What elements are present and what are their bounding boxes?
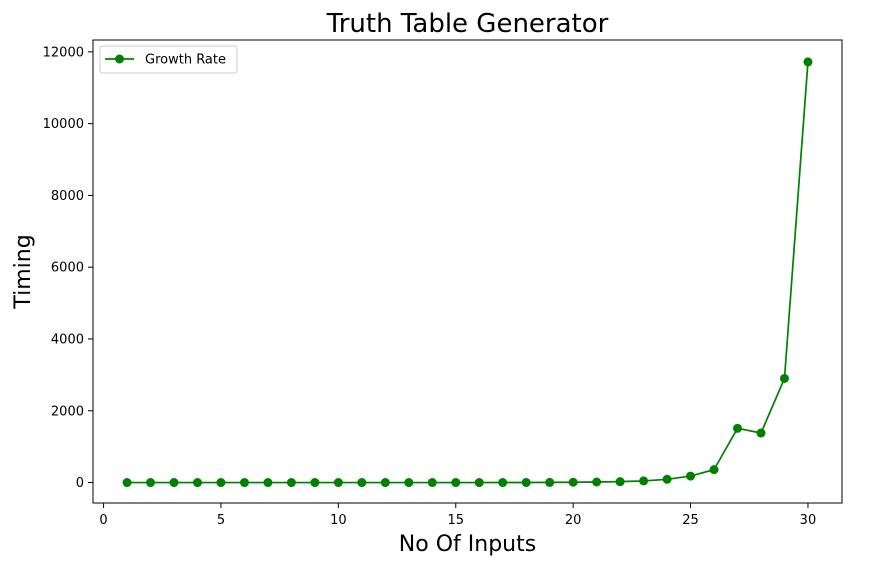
data-point	[192, 478, 202, 488]
x-tick-label: 30	[800, 513, 817, 528]
x-tick-label: 20	[565, 513, 582, 528]
data-point	[686, 471, 696, 481]
legend-entry-growth-rate: Growth Rate	[145, 53, 226, 68]
data-point	[286, 478, 296, 488]
y-tick-label: 4000	[51, 332, 84, 347]
data-point	[662, 474, 672, 484]
x-axis-ticks: 0 5 10 15 20 25 30	[99, 503, 816, 528]
y-axis-label: Timing	[11, 234, 36, 309]
data-point	[263, 478, 273, 488]
x-tick-label: 10	[330, 513, 347, 528]
data-point	[592, 477, 602, 487]
y-tick-label: 0	[76, 476, 84, 491]
data-point	[333, 478, 343, 488]
y-tick-label: 8000	[51, 189, 84, 204]
series-line-growth-rate	[127, 61, 809, 484]
y-axis-ticks: 0 2000 4000 6000 8000 10000 12000	[43, 45, 93, 491]
data-point	[521, 477, 531, 487]
plot-area	[122, 57, 813, 488]
x-tick-label: 25	[682, 513, 699, 528]
x-tick-label: 15	[447, 513, 464, 528]
data-point	[404, 478, 414, 488]
data-point	[451, 478, 461, 488]
x-axis-label: No Of Inputs	[399, 532, 536, 557]
data-point	[146, 478, 156, 488]
data-point	[169, 478, 179, 488]
y-tick-label: 6000	[51, 261, 84, 276]
data-point	[498, 478, 508, 488]
data-point	[709, 465, 719, 475]
plot-frame	[92, 39, 843, 504]
y-tick-label: 10000	[43, 117, 84, 132]
data-point	[122, 478, 132, 488]
y-tick-label: 12000	[43, 45, 84, 60]
data-point	[615, 477, 625, 487]
data-point	[803, 57, 813, 67]
data-point	[733, 423, 743, 433]
data-point	[239, 478, 249, 488]
x-tick-label: 0	[99, 513, 107, 528]
chart-title: Truth Table Generator	[326, 9, 609, 39]
data-point	[639, 476, 649, 486]
data-point	[568, 477, 578, 487]
data-point	[216, 478, 226, 488]
legend-marker	[115, 54, 124, 64]
data-point	[380, 478, 390, 488]
data-point	[427, 478, 437, 488]
data-point	[756, 428, 766, 438]
legend-box	[99, 45, 238, 74]
data-point	[310, 478, 320, 488]
data-point	[779, 373, 789, 383]
data-point	[357, 478, 367, 488]
legend: Growth Rate	[99, 45, 238, 74]
y-tick-label: 2000	[51, 404, 84, 419]
data-point	[545, 477, 555, 487]
data-point	[474, 478, 484, 488]
x-tick-label: 5	[217, 513, 225, 528]
